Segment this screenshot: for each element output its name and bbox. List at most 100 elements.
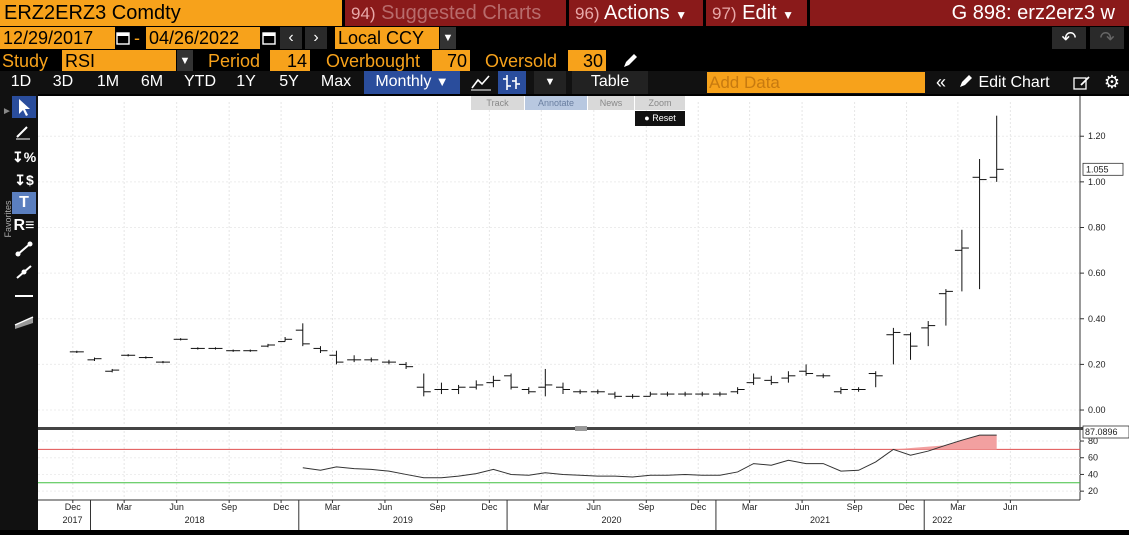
calendar-icon[interactable]	[262, 30, 276, 46]
chart-type-dropdown[interactable]: ▼	[534, 71, 566, 94]
edit-layout-button[interactable]	[1072, 74, 1092, 92]
ohlc-bar	[938, 289, 953, 326]
edit-chart-label: Edit Chart	[978, 74, 1050, 91]
frequency-select[interactable]: Monthly ▼	[364, 71, 460, 94]
add-data-input[interactable]: Add Data	[707, 72, 925, 93]
end-date-field[interactable]: 04/26/2022	[146, 27, 260, 49]
ohlc-bar	[521, 387, 536, 395]
start-date-field[interactable]: 12/29/2017	[0, 27, 115, 49]
ohlc-bar	[226, 349, 241, 352]
ohlc-bar	[313, 346, 328, 353]
edit-button[interactable]: 97) Edit ▼	[706, 0, 807, 26]
redo-button[interactable]: ↷	[1090, 27, 1124, 49]
ohlc-bar	[87, 357, 102, 361]
chevron-left-icon: ‹	[288, 29, 294, 46]
range-1m[interactable]: 1M	[96, 73, 120, 90]
actions-button[interactable]: 96) Actions ▼	[569, 0, 703, 26]
undo-button[interactable]: ↶	[1052, 27, 1086, 49]
ohlc-bar	[243, 349, 258, 352]
ray-tool[interactable]	[12, 261, 36, 283]
collapse-panel-icon[interactable]: ►	[2, 106, 12, 117]
ohlc-bar	[712, 391, 727, 397]
x-axis-month-label: Jun	[378, 502, 393, 512]
ohlc-bar	[607, 391, 622, 399]
gear-icon[interactable]: ⚙	[1103, 72, 1121, 92]
double-chevron-left-icon: «	[935, 72, 946, 92]
overbought-field[interactable]: 70	[432, 50, 470, 72]
retracement-tool[interactable]: R≡	[12, 215, 36, 237]
percent-tool[interactable]: ↧%	[12, 146, 36, 168]
collapse-button[interactable]: «	[928, 71, 954, 93]
suggested-charts-button[interactable]: 94) Suggested Charts	[345, 0, 566, 26]
ohlc-bar	[381, 359, 396, 365]
ohlc-bar	[155, 360, 170, 364]
chart-panel[interactable]: 0.00 0.20 0.40 0.60 0.80 1.00 1.20 1.055 20 40 60 8…	[38, 96, 1129, 530]
calendar-icon[interactable]	[116, 30, 130, 46]
text-tool[interactable]: T	[12, 192, 36, 214]
ohlc-bar	[69, 350, 84, 353]
ohlc-bar	[972, 159, 987, 290]
track-button[interactable]: Track	[471, 96, 524, 110]
news-button[interactable]: News	[588, 96, 634, 110]
range-5y[interactable]: 5Y	[279, 73, 299, 90]
line-chart-button[interactable]	[468, 71, 494, 94]
dollar-tool[interactable]: ↧$	[12, 169, 36, 191]
range-max[interactable]: Max	[320, 73, 352, 90]
overbought-fill	[893, 435, 997, 450]
edit-chart-button[interactable]: Edit Chart	[958, 71, 1064, 94]
edit-layout-icon	[1073, 76, 1090, 90]
reset-button[interactable]: ● Reset	[635, 111, 685, 126]
rsi-axis-tick-label: 20	[1088, 486, 1098, 496]
ohlc-bar	[486, 375, 501, 388]
text-icon: T	[19, 194, 29, 211]
study-bar: Study RSI ▼ Period 14 Overbought 70 Over…	[0, 50, 1129, 72]
zoom-button[interactable]: Zoom	[635, 96, 685, 110]
range-1y[interactable]: 1Y	[236, 73, 256, 90]
trendline-tool[interactable]	[12, 238, 36, 260]
pointer-tool[interactable]	[12, 96, 36, 118]
ohlc-bar	[121, 354, 136, 357]
ohlc-bar	[573, 389, 588, 395]
ohlc-bar	[278, 337, 293, 343]
ohlc-bar-icon	[503, 75, 520, 90]
next-period-button[interactable]: ›	[305, 27, 327, 49]
ohlc-bar	[954, 229, 969, 292]
table-button[interactable]: Table	[572, 71, 648, 94]
ticker-field[interactable]: ERZ2ERZ3 Comdty	[0, 0, 342, 26]
range-ytd[interactable]: YTD	[184, 73, 216, 90]
range-6m[interactable]: 6M	[140, 73, 164, 90]
study-dropdown-arrow[interactable]: ▼	[177, 50, 193, 72]
rsi-axis-tick-label: 80	[1088, 436, 1098, 446]
x-axis-month-label: Mar	[116, 502, 132, 512]
ohlc-bar	[329, 350, 344, 365]
range-3d[interactable]: 3D	[52, 73, 74, 90]
last-price-label: 1.055	[1086, 164, 1109, 174]
ohlc-bar	[625, 394, 640, 399]
redo-icon: ↷	[1099, 28, 1115, 48]
study-select[interactable]: RSI	[62, 50, 176, 72]
price-axis-tick-label: 0.20	[1088, 359, 1106, 369]
actions-number: 96)	[575, 4, 600, 23]
currency-dropdown-arrow[interactable]: ▼	[440, 27, 456, 49]
favorites-tab[interactable]: Favorites	[3, 189, 13, 249]
chevron-down-icon: ▼	[442, 32, 454, 44]
draw-line-tool[interactable]	[12, 120, 36, 142]
ohlc-bar	[886, 327, 901, 365]
x-axis-month-label: Sep	[221, 502, 237, 512]
bar-chart-button[interactable]	[498, 71, 526, 94]
pointer-icon	[19, 99, 30, 116]
pencil-icon[interactable]	[620, 52, 640, 70]
currency-select[interactable]: Local CCY	[335, 27, 439, 49]
ohlc-bar	[799, 364, 814, 376]
range-1d[interactable]: 1D	[10, 73, 32, 90]
period-field[interactable]: 14	[270, 50, 310, 72]
previous-period-button[interactable]: ‹	[280, 27, 302, 49]
annotate-button[interactable]: Annotate	[525, 96, 587, 110]
horizontal-line-tool[interactable]	[12, 285, 36, 307]
channel-tool[interactable]	[12, 309, 36, 331]
ohlc-bar	[504, 373, 519, 390]
oversold-field[interactable]: 30	[568, 50, 606, 72]
ohlc-bar	[364, 357, 379, 363]
x-axis-month-label: Dec	[481, 502, 498, 512]
ohlc-bar	[295, 323, 310, 347]
